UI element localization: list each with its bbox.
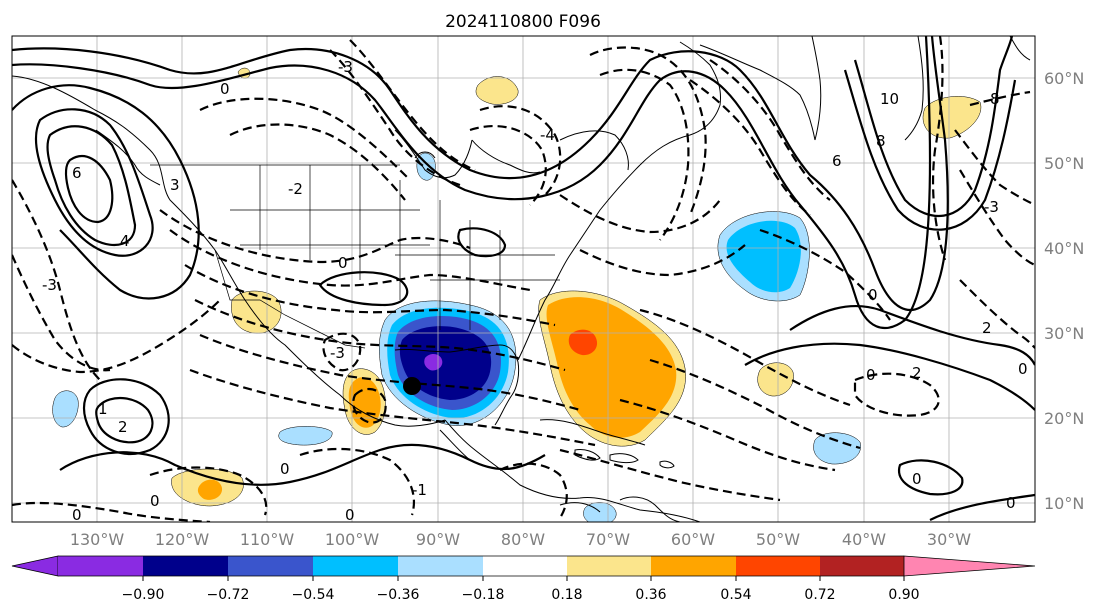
contour-label-0-south: 0 [150,492,160,510]
colorbar-bin-4 [313,556,398,576]
contour-labels: 0 6 4 3 -3 1 2 0 -2 -3 -4 -3 0 0 0 -1 0 … [42,58,1028,524]
colorbar-bin-6 [483,556,567,576]
contour-label-0-atlantic: 0 [868,286,878,304]
contour-label-0-central: 0 [345,506,355,524]
lon-label-70w: 70°W [586,530,630,549]
lat-label-10n: 10°N [1044,494,1084,513]
lon-label-110w: 110°W [240,530,295,549]
colorbar-bin-10 [820,556,904,576]
colorbar-extend-high [903,555,1036,577]
positive-anomaly-hudson [475,76,519,105]
colorbar-tick-4: −0.36 [377,587,420,603]
contour-label-6-pacific: 6 [72,164,82,182]
colorbar-bin-8 [651,556,736,576]
lat-label-30n: 30°N [1044,324,1084,343]
contour-label-neg3-north: -3 [338,58,353,76]
colorbar-bin-3 [228,556,313,576]
colorbar-bin-1 [58,556,143,576]
colorbar-tick-2: −0.72 [207,587,250,603]
contour-label-2-mid: 2 [912,364,922,382]
negative-anomaly-east-atlantic [813,432,861,465]
colorbar: −0.90 −0.72 −0.54 −0.36 −0.18 0.18 0.36 … [11,555,1036,603]
colorbar-tick-10: 0.90 [888,587,919,603]
colorbar-tick-7: 0.36 [635,587,666,603]
colorbar-extend-low [11,555,59,577]
colorbar-bin-9 [736,556,820,576]
contour-label-neg4-east: -4 [540,126,555,144]
colorbar-tick-9: 0.72 [804,587,835,603]
longitude-labels: 130°W 120°W 110°W 100°W 90°W 80°W 70°W 6… [70,530,971,549]
contour-label-0-farright: 0 [1018,360,1028,378]
positive-anomaly-pacific-south-core [197,479,223,500]
contour-label-neg0-bottomleft: 0 [72,506,82,524]
contour-label-neg3-east: -3 [984,198,999,216]
contour-label-4-pacific: 4 [120,232,130,250]
graticule [12,36,1035,522]
contour-label-0-plains: 0 [338,254,348,272]
contour-label-0-east-south: 0 [912,470,922,488]
colorbar-tick-5: −0.18 [462,587,505,603]
lon-label-90w: 90°W [416,530,460,549]
contour-label-6-greenland: 6 [832,152,842,170]
colorbar-tick-3: −0.54 [292,587,335,603]
contour-label-0-bottomright: 0 [1006,494,1016,512]
lon-label-120w: 120°W [155,530,210,549]
contour-label-2-pacific: 2 [118,418,128,436]
negative-anomaly-gulf-deep [399,326,492,400]
lat-label-40n: 40°N [1044,239,1084,258]
colorbar-tick-6: 0.18 [551,587,582,603]
lon-label-60w: 60°W [671,530,715,549]
plot-title: 2024110800 F096 [445,12,601,32]
contour-label-0-mexico: 0 [280,460,290,478]
contour-label-8-east: 8 [990,90,1000,108]
lon-label-30w: 30°W [927,530,971,549]
negative-anomaly-midatlantic-light [726,220,801,293]
contour-label-3-pacific: 3 [170,176,180,194]
lon-label-130w: 130°W [70,530,125,549]
map-area: 0 6 4 3 -3 1 2 0 -2 -3 -4 -3 0 0 0 -1 0 … [12,36,1035,524]
lat-label-20n: 20°N [1044,409,1084,428]
lon-label-40w: 40°W [842,530,886,549]
coastlines [12,36,1031,522]
contour-label-1-pacific: 1 [98,400,108,418]
lon-label-50w: 50°W [756,530,800,549]
colorbar-bin-5 [398,556,483,576]
latitude-labels: 60°N 50°N 40°N 30°N 20°N 10°N [1044,69,1084,513]
contour-label-neg1-caribbean: -1 [412,481,427,499]
positive-anomaly-atlantic-mid [568,329,598,356]
lon-label-80w: 80°W [501,530,545,549]
contours-solid [12,36,1035,521]
colorbar-bin-7 [567,556,651,576]
contours-dashed [12,36,1035,522]
contour-label-0-mid: 0 [866,366,876,384]
negative-anomaly-colombia [583,502,617,522]
contour-label-neg3-texas: -3 [330,344,345,362]
negative-anomaly-central-america [278,426,333,446]
map-frame [11,35,1036,523]
contour-label-neg3-pacific: -3 [42,276,57,294]
positive-anomaly-baja [231,290,282,334]
contour-label-8-greenland: 8 [876,132,886,150]
contour-label-10-greenland: 10 [880,90,899,108]
contour-label-0-alaska: 0 [220,80,230,98]
colorbar-tick-1: −0.90 [122,587,165,603]
storm-center-marker [403,377,421,395]
lat-label-50n: 50°N [1044,154,1084,173]
lat-label-60n: 60°N [1044,69,1084,88]
lon-label-100w: 100°W [325,530,380,549]
contour-label-neg2-west: -2 [288,180,303,198]
colorbar-bin-2 [143,556,228,576]
colorbar-tick-8: 0.54 [720,587,751,603]
contour-label-2-east: 2 [982,319,992,337]
